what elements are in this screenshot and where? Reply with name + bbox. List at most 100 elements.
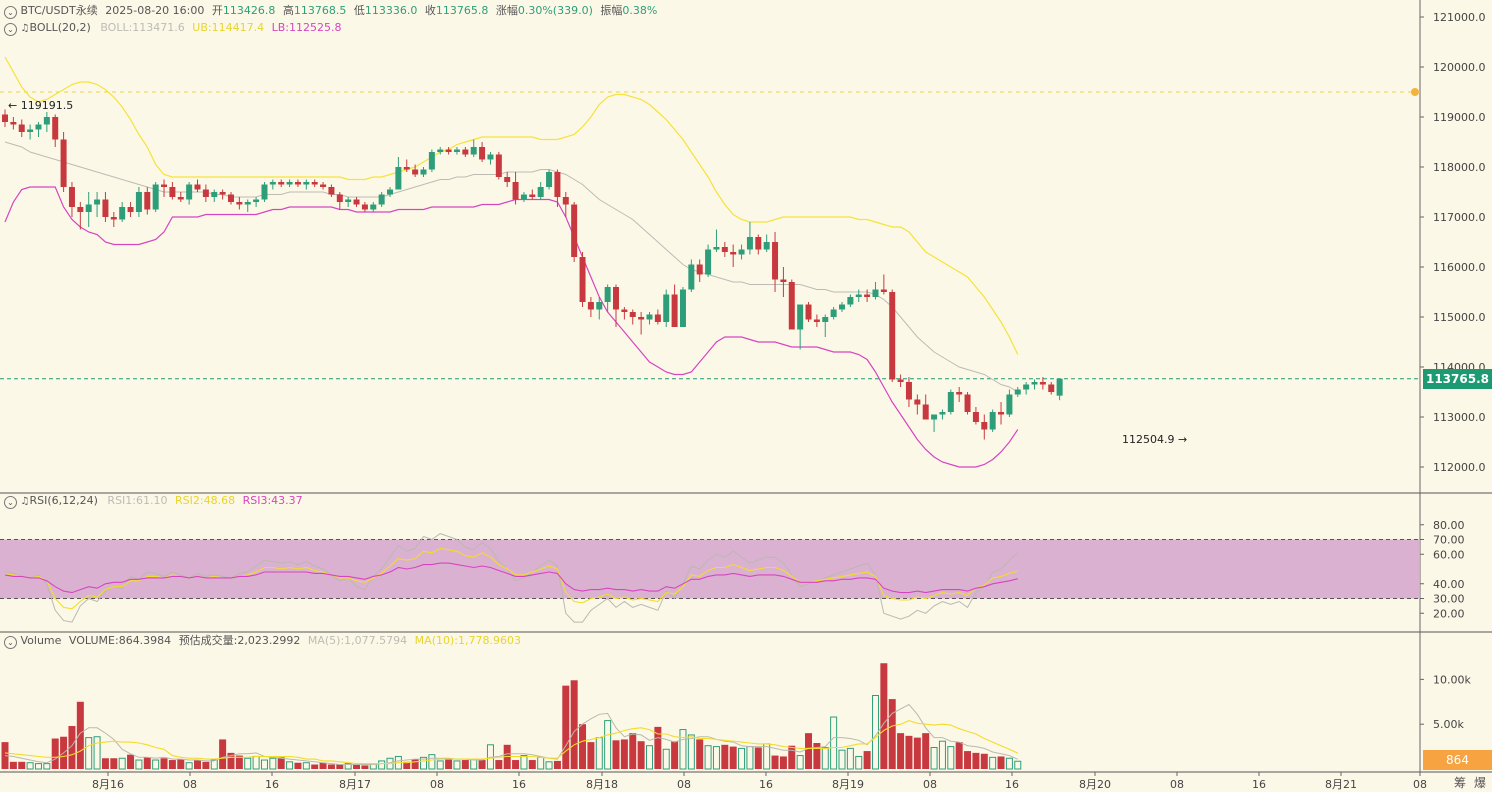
boll-name: BOLL(20,2) [29, 21, 91, 34]
rsi3-value: RSI3:43.37 [242, 494, 303, 507]
volume-bar [604, 720, 612, 770]
volume-bar [662, 748, 670, 770]
candle-body [487, 154, 494, 160]
boll-ub-line [4, 56, 1019, 355]
candle-body [227, 194, 234, 202]
time-tick-label: 08 [1170, 778, 1184, 791]
volume-bar [620, 739, 628, 769]
high-label: 高 [282, 4, 294, 17]
volume-bar [26, 762, 34, 770]
volume-bar [579, 724, 587, 769]
time-tick-label: 8月19 [832, 778, 864, 791]
candle-body [746, 237, 753, 250]
candle-body [504, 177, 511, 182]
volume-ma5-value: MA(5):1,077.5794 [307, 634, 408, 647]
time-tick-label: 16 [759, 778, 773, 791]
volume-bar [512, 760, 520, 769]
candle-body [35, 124, 42, 130]
volume-bar [118, 757, 126, 770]
rsi-band [0, 539, 1420, 599]
candle-body [420, 169, 427, 175]
candle-body [872, 289, 879, 297]
candle-body [177, 197, 184, 200]
volume-bar [930, 746, 938, 770]
liquidation-icon[interactable]: 爆 [1474, 776, 1487, 790]
candle-body [387, 189, 394, 195]
time-tick-label: 08 [677, 778, 691, 791]
candle-body [546, 172, 553, 187]
candle-body [839, 304, 845, 310]
volume-bar [127, 754, 135, 769]
volume-bar [997, 756, 1005, 769]
volume-bar [294, 762, 302, 769]
candle-body [562, 197, 569, 205]
volume-bar [311, 764, 319, 769]
volume-bar [68, 725, 76, 769]
volume-bar [461, 760, 469, 769]
bell-icon[interactable]: ♫ [20, 23, 30, 34]
candle-body [922, 404, 929, 420]
time-tick-label: 8月17 [339, 778, 371, 791]
volume-bar [654, 726, 662, 769]
candle-body [914, 399, 921, 405]
volume-bar [470, 758, 478, 770]
candle-body [880, 289, 887, 292]
volume-bar [570, 680, 578, 769]
volume-bar [938, 740, 946, 770]
volume-bar [721, 744, 729, 769]
volume-bar [989, 756, 997, 770]
candle-body [94, 199, 101, 205]
candle-body [152, 184, 159, 210]
volume-bar [545, 761, 553, 770]
volume-bar [821, 746, 829, 770]
volume-bar [587, 742, 595, 769]
candle-body [395, 167, 402, 190]
datetime-label: 2025-08-20 16:00 [105, 4, 205, 17]
candle-body [1031, 382, 1038, 385]
volume-bar [1, 742, 9, 769]
volume-bar [428, 754, 436, 770]
candle-body [119, 207, 126, 220]
volume-bar [403, 761, 411, 769]
volume-bar [528, 760, 536, 769]
last-volume-tag: 864 [1423, 750, 1492, 770]
candle-body [688, 264, 695, 290]
collapse-icon[interactable]: ⌄ [4, 496, 17, 509]
volume-bar [788, 745, 796, 769]
volume-bar [210, 759, 218, 770]
volume-bar [411, 759, 419, 769]
volume-bar [336, 764, 344, 769]
volume-bar [880, 663, 888, 769]
candle-body [579, 257, 586, 302]
candle-body [529, 194, 536, 197]
candle-body [947, 392, 954, 412]
collapse-icon[interactable]: ⌄ [4, 23, 17, 36]
candle-body [822, 317, 829, 322]
candle-body [905, 382, 912, 400]
collapse-icon[interactable]: ⌄ [4, 6, 17, 19]
bell-icon[interactable]: ♫ [20, 496, 30, 507]
volume-tick-label: 10.00k [1433, 673, 1471, 686]
volume-bar [344, 763, 352, 770]
volume-bar [93, 736, 101, 770]
candle-body [797, 304, 804, 330]
candle-body [18, 124, 25, 132]
candle-body [721, 247, 728, 252]
candle-body [646, 314, 653, 320]
chips-icon[interactable]: 筹 [1454, 776, 1467, 790]
price-tick-label: 118000.0 [1433, 161, 1486, 174]
candle-body [236, 202, 243, 205]
candle-body [361, 204, 368, 210]
rsi3-line [4, 562, 1018, 594]
candle-body [998, 412, 1005, 415]
volume-bar [738, 747, 746, 770]
candle-body [211, 192, 218, 197]
candle-body [537, 187, 544, 197]
volume-bar [244, 757, 252, 770]
candle-body [403, 167, 410, 170]
price-tick-label: 121000.0 [1433, 11, 1486, 24]
collapse-icon[interactable]: ⌄ [4, 636, 17, 649]
boll-legend: ⌄ ♫BOLL(20,2) BOLL:113471.6 UB:114417.4 … [4, 21, 341, 36]
